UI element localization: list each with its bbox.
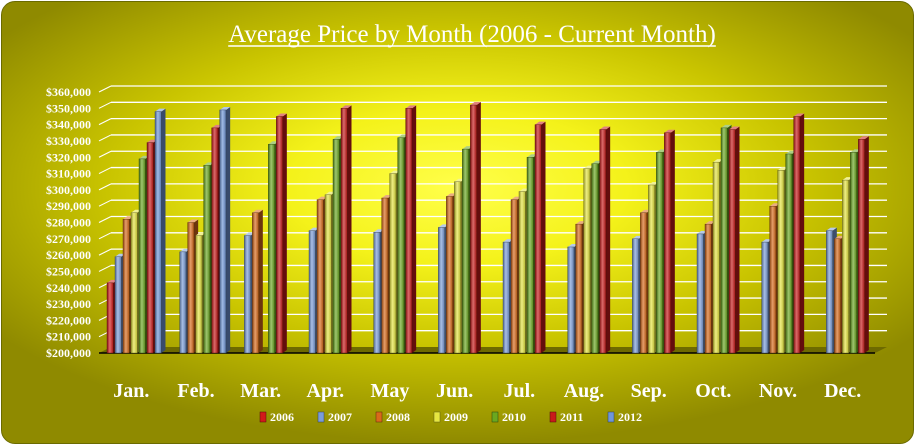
y-tick-label: $260,000	[46, 248, 91, 262]
x-tick-label: Mar.	[240, 380, 281, 402]
bar-2011-jun	[470, 102, 481, 354]
bar-2011-nov	[793, 113, 805, 354]
legend-swatch	[375, 411, 383, 423]
legend-swatch	[433, 411, 441, 423]
legend-label: 2009	[444, 410, 468, 424]
bar-2011-apr	[340, 105, 352, 354]
y-tick-label: $220,000	[46, 313, 91, 327]
gridline-connector	[98, 264, 112, 272]
y-tick-label: $270,000	[46, 232, 91, 246]
y-tick-label: $280,000	[46, 216, 91, 230]
legend-label: 2007	[328, 410, 352, 424]
gridline-connector	[98, 248, 112, 256]
bar-2012-jan	[154, 108, 166, 354]
legend-swatch	[607, 411, 615, 423]
bar-2011-sep	[664, 129, 675, 354]
bar-2011-jul	[534, 121, 546, 354]
gridline-connector	[98, 199, 112, 207]
bar-2012-feb	[219, 106, 231, 354]
legend-label: 2006	[270, 410, 294, 424]
y-tick-label: $320,000	[46, 150, 91, 164]
legend-label: 2011	[560, 410, 583, 424]
legend-item-2011: 2011	[549, 410, 583, 424]
legend-label: 2012	[618, 410, 642, 424]
x-tick-label: Jun.	[436, 380, 473, 402]
legend-label: 2008	[386, 410, 410, 424]
x-tick-label: Aug.	[564, 380, 605, 402]
x-tick-label: Jan.	[113, 380, 149, 402]
bar-2011-aug	[599, 126, 611, 354]
gridline-connector	[98, 167, 112, 175]
y-tick-label: $360,000	[46, 85, 91, 99]
bar-2011-mar	[276, 113, 287, 354]
y-tick-label: $250,000	[46, 264, 91, 278]
gridline-connector	[98, 134, 112, 142]
legend-swatch	[317, 411, 325, 423]
y-tick-label: $230,000	[46, 297, 91, 311]
x-tick-label: Feb.	[177, 380, 214, 402]
y-tick-label: $290,000	[46, 199, 91, 213]
y-tick-label: $310,000	[46, 167, 91, 181]
x-tick-label: May	[371, 380, 410, 402]
gridline-connector	[98, 150, 112, 158]
y-tick-label: $350,000	[46, 101, 91, 115]
chart-floor	[99, 347, 887, 353]
bar-2011-oct	[728, 126, 740, 354]
y-tick-label: $330,000	[46, 134, 91, 148]
bar-2008-mar	[252, 209, 263, 354]
gridline-connector	[98, 232, 112, 240]
legend-item-2008: 2008	[375, 410, 410, 424]
legend-item-2009: 2009	[433, 410, 468, 424]
gridline-connector	[98, 101, 112, 109]
y-tick-label: $200,000	[46, 346, 91, 360]
x-tick-label: Nov.	[759, 380, 797, 402]
legend-swatch	[491, 411, 499, 423]
gridline-connector	[98, 85, 112, 93]
x-tick-label: Apr.	[307, 380, 345, 402]
legend-item-2006: 2006	[259, 410, 294, 424]
y-tick-label: $340,000	[46, 118, 91, 132]
legend-label: 2010	[502, 410, 526, 424]
legend-item-2012: 2012	[607, 410, 642, 424]
gridline-connector	[98, 118, 112, 126]
legend-swatch	[259, 411, 267, 423]
legend-item-2010: 2010	[491, 410, 526, 424]
x-tick-label: Dec.	[824, 380, 861, 402]
gridline-connector	[98, 183, 112, 191]
y-tick-label: $240,000	[46, 281, 91, 295]
chart-title: Average Price by Month (2006 - Current M…	[228, 21, 716, 48]
bar-2011-may	[405, 105, 417, 354]
gridline-connector	[98, 216, 112, 223]
y-tick-label: $210,000	[46, 330, 91, 344]
x-tick-label: Oct.	[695, 380, 731, 402]
x-tick-label: Jul.	[503, 380, 535, 402]
x-tick-label: Sep.	[631, 380, 667, 402]
legend-swatch	[549, 411, 557, 423]
legend-item-2007: 2007	[317, 410, 352, 424]
y-tick-label: $300,000	[46, 183, 91, 197]
bar-2011-dec	[858, 136, 869, 354]
